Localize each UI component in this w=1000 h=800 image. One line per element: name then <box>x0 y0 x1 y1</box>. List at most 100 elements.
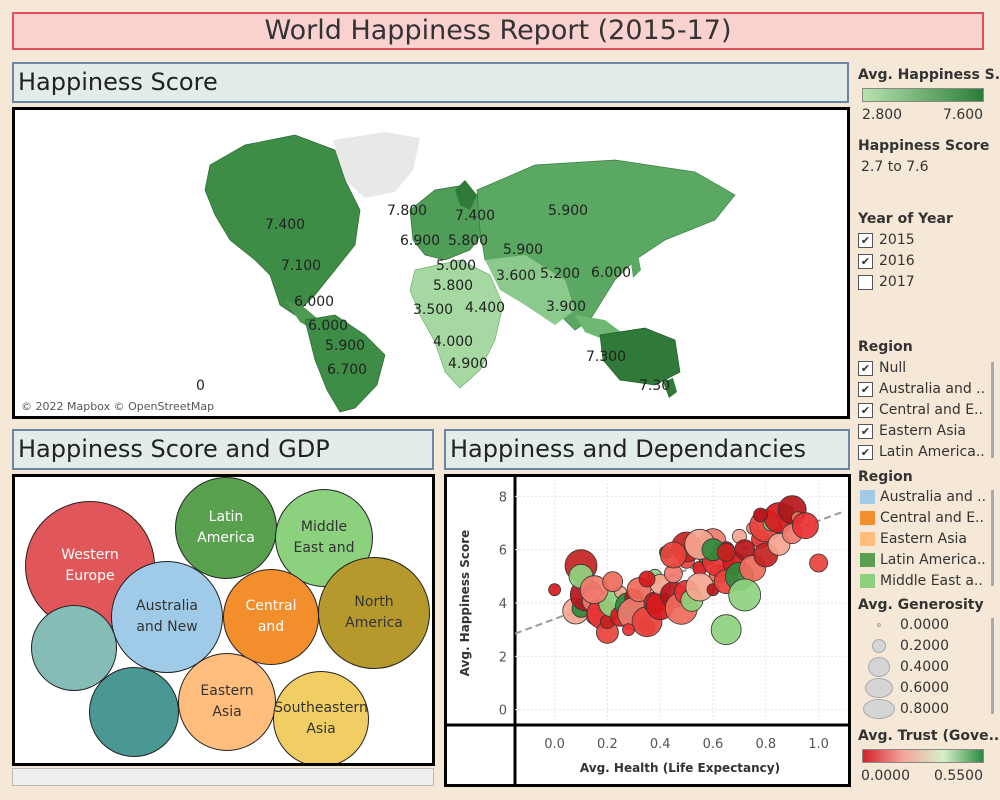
size-circle-icon <box>877 623 881 627</box>
checkbox[interactable] <box>858 274 873 290</box>
scatter-panel[interactable]: 0 2 4 6 8 0.0 0.2 0.4 0.6 0.8 1.0 Avg. Happiness Sc… <box>444 474 851 787</box>
gdp-region-bubble[interactable]: Southeastern Asia <box>273 671 369 763</box>
region-color-item[interactable]: Australia and .. <box>860 487 986 507</box>
world-map-panel[interactable]: 7.400 7.100 6.000 6.000 5.900 6.700 0 7.800 7.40… <box>12 107 850 419</box>
region-filter-option[interactable]: ✔ Latin America.. <box>858 442 985 462</box>
gdp-region-bubble[interactable] <box>31 605 117 691</box>
generosity-scrollbar[interactable] <box>991 618 994 714</box>
scatter-point[interactable] <box>728 578 762 612</box>
checkbox[interactable]: ✔ <box>858 232 873 248</box>
size-circle-icon <box>868 657 890 677</box>
scatter-point[interactable] <box>809 553 829 573</box>
happiness-filter-range[interactable]: 2.7 to 7.6 <box>861 159 929 175</box>
region-color-item[interactable]: Central and E.. <box>860 508 984 528</box>
y-tick-label: 4 <box>499 597 507 612</box>
checkbox[interactable]: ✔ <box>858 402 873 418</box>
dashboard-title: World Happiness Report (2015-17) <box>12 12 984 50</box>
south-america-shape <box>304 314 386 413</box>
map-score-label: 4.400 <box>465 300 506 316</box>
gdp-section-header: Happiness Score and GDP <box>12 429 434 470</box>
region-color-scrollbar[interactable] <box>991 490 994 586</box>
gdp-region-bubble[interactable]: Australia and New <box>111 561 223 673</box>
map-score-label: 5.800 <box>433 278 474 294</box>
generosity-size-item[interactable]: 0.2000 <box>862 636 949 656</box>
generosity-value-label: 0.2000 <box>900 638 949 654</box>
avg-happiness-color-ramp[interactable] <box>862 88 984 102</box>
generosity-size-item[interactable]: 0.0000 <box>862 615 949 635</box>
year-option-label: 2016 <box>879 253 915 269</box>
region-color-item[interactable]: Middle East a.. <box>860 571 983 591</box>
gdp-region-bubble[interactable]: Latin America <box>175 477 277 579</box>
avg-happiness-min: 2.800 <box>862 107 903 123</box>
generosity-size-item[interactable]: 0.6000 <box>862 678 949 698</box>
scatter-point[interactable] <box>710 614 742 646</box>
scatter-point[interactable] <box>548 583 561 597</box>
generosity-size-item[interactable]: 0.8000 <box>862 699 949 719</box>
gdp-region-bubble[interactable]: Central and <box>223 569 319 665</box>
map-score-label: 7.300 <box>586 349 627 365</box>
scatter-point[interactable] <box>659 541 687 569</box>
map-score-label: 3.500 <box>413 302 454 318</box>
gdp-bubble-label: Eastern Asia <box>200 683 254 720</box>
checkbox[interactable]: ✔ <box>858 444 873 460</box>
region-filter-option[interactable]: ✔ Null <box>858 358 906 378</box>
color-swatch <box>860 532 875 546</box>
year-option[interactable]: ✔ 2015 <box>858 230 915 250</box>
trust-color-ramp[interactable] <box>862 749 984 763</box>
world-map[interactable] <box>15 110 847 416</box>
checkbox[interactable]: ✔ <box>858 423 873 439</box>
region-color-item[interactable]: Latin America.. <box>860 550 986 570</box>
checkbox[interactable]: ✔ <box>858 253 873 269</box>
map-score-label: 7.100 <box>281 258 322 274</box>
gdp-bubble-label: Australia and New <box>136 598 198 635</box>
y-tick-label: 2 <box>499 650 507 665</box>
color-swatch <box>860 553 875 567</box>
scatter-point[interactable] <box>638 570 656 588</box>
greenland-shape <box>333 132 420 198</box>
scatter-point[interactable] <box>716 542 736 562</box>
map-score-label: 6.000 <box>591 265 632 281</box>
scandinavia-shape <box>455 180 477 210</box>
x-tick-label: 0.8 <box>755 737 776 752</box>
region-filter-option-label: Latin America.. <box>879 444 985 460</box>
y-tick-label: 0 <box>499 704 507 719</box>
map-attribution[interactable]: © 2022 Mapbox © OpenStreetMap <box>21 400 215 413</box>
map-score-label: 5.800 <box>448 233 489 249</box>
region-filter-option[interactable]: ✔ Australia and .. <box>858 379 985 399</box>
checkbox[interactable]: ✔ <box>858 381 873 397</box>
year-option[interactable]: 2017 <box>858 272 915 292</box>
gdp-horizontal-scrollbar[interactable] <box>12 768 434 786</box>
gdp-region-bubble[interactable]: North America <box>318 557 430 669</box>
north-america-shape <box>204 134 361 316</box>
region-filter-option-label: Eastern Asia <box>879 423 966 439</box>
region-filter-option-label: Australia and .. <box>879 381 986 397</box>
map-score-label: 7.400 <box>265 217 306 233</box>
region-filter-scrollbar[interactable] <box>991 362 994 458</box>
scatter-point[interactable] <box>622 623 635 637</box>
generosity-size-item[interactable]: 0.4000 <box>862 657 949 677</box>
gdp-region-bubble[interactable]: Eastern Asia <box>178 653 276 751</box>
year-filter-title: Year of Year <box>858 211 953 227</box>
middle-east-shape <box>485 255 575 325</box>
gdp-region-bubble[interactable] <box>89 667 179 757</box>
map-score-label: 4.900 <box>448 356 489 372</box>
scatter-point[interactable] <box>753 507 768 523</box>
x-tick-label: 1.0 <box>808 737 829 752</box>
year-option[interactable]: ✔ 2016 <box>858 251 915 271</box>
gdp-bubble-panel[interactable]: Western Europe Latin America Middle East a… <box>12 474 435 766</box>
map-score-label: 6.700 <box>327 362 368 378</box>
map-section-header: Happiness Score <box>12 62 849 103</box>
region-filter-option[interactable]: ✔ Central and E.. <box>858 400 983 420</box>
scatter-point[interactable] <box>602 571 624 593</box>
region-filter-option[interactable]: ✔ Eastern Asia <box>858 421 966 441</box>
map-score-label: 6.900 <box>400 233 441 249</box>
region-color-label: Eastern Asia <box>880 531 967 547</box>
region-color-item[interactable]: Eastern Asia <box>860 529 967 549</box>
size-circle-icon <box>865 678 893 698</box>
scatter-plot[interactable]: 0 2 4 6 8 0.0 0.2 0.4 0.6 0.8 1.0 Avg. Happiness Sc… <box>447 477 848 784</box>
checkbox[interactable]: ✔ <box>858 360 873 376</box>
x-tick-label: 0.2 <box>597 737 618 752</box>
gdp-bubble-label: Western Europe <box>61 547 119 584</box>
scatter-point[interactable] <box>791 512 819 540</box>
region-filter-option-label: Central and E.. <box>879 402 983 418</box>
